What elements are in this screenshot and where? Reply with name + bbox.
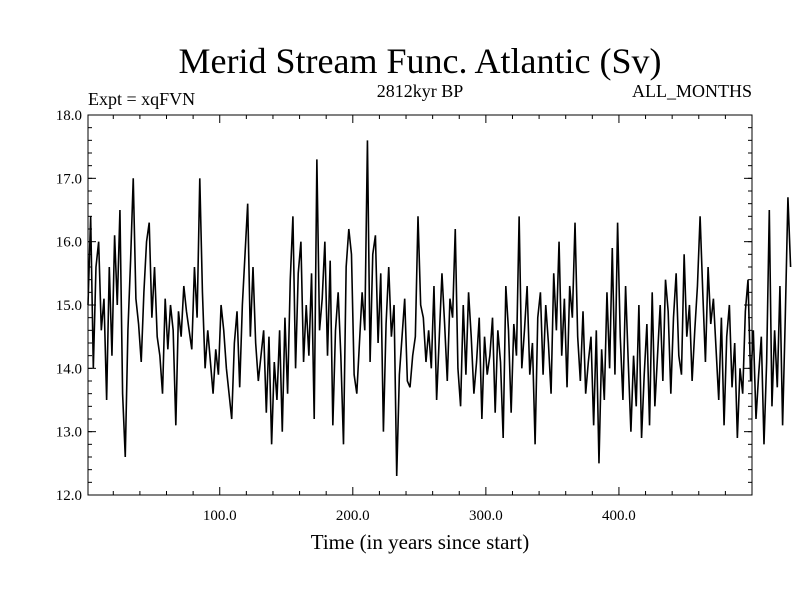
x-tick-label: 300.0 xyxy=(469,508,503,524)
y-tick-label: 16.0 xyxy=(56,235,82,251)
y-tick-label: 18.0 xyxy=(56,108,82,124)
x-tick-label: 100.0 xyxy=(203,508,237,524)
x-tick-label: 200.0 xyxy=(336,508,370,524)
series-line xyxy=(87,140,792,477)
experiment-label: Expt = xqFVN xyxy=(88,89,195,109)
y-tick-label: 14.0 xyxy=(56,361,82,377)
period-label: 2812kyr BP xyxy=(377,81,464,101)
plot-area xyxy=(87,114,792,496)
y-tick-label: 12.0 xyxy=(56,488,82,504)
y-tick-label: 15.0 xyxy=(56,298,82,314)
x-tick-label: 400.0 xyxy=(602,508,636,524)
x-axis-label: Time (in years since start) xyxy=(311,530,530,554)
y-tick-label: 17.0 xyxy=(56,171,82,187)
months-label: ALL_MONTHS xyxy=(632,81,752,101)
plot-frame xyxy=(87,114,753,496)
y-tick-label: 13.0 xyxy=(56,425,82,441)
chart-title: Merid Stream Func. Atlantic (Sv) xyxy=(179,41,662,81)
